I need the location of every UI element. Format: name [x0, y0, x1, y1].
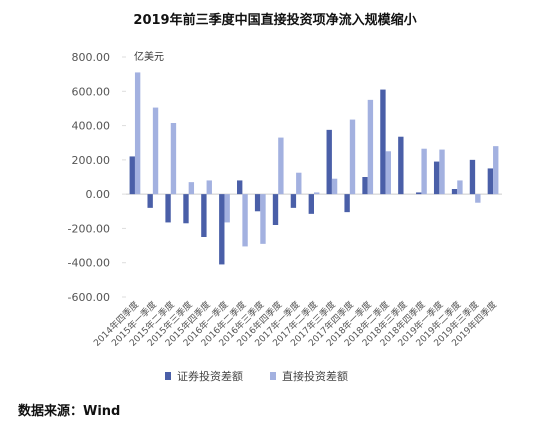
- y-tick-label: 400.00: [72, 120, 111, 133]
- bar: [326, 129, 332, 195]
- bar: [457, 180, 463, 195]
- bar: [416, 192, 422, 195]
- bar: [349, 119, 356, 195]
- bar: [201, 194, 207, 237]
- bar: [331, 178, 338, 195]
- bar: [308, 194, 314, 214]
- chart-title: 2019年前三季度中国直接投资项净流入规模缩小: [133, 12, 416, 28]
- bar: [380, 89, 386, 195]
- bar: [314, 192, 320, 195]
- bar: [237, 180, 243, 195]
- y-tick-label: -200.00: [68, 222, 110, 235]
- bar: [254, 194, 261, 212]
- bar: [451, 189, 458, 195]
- bar: [165, 194, 171, 223]
- bar: [129, 156, 135, 195]
- bar: [493, 146, 499, 195]
- bar: [385, 151, 391, 195]
- bar: [421, 148, 427, 195]
- bar: [398, 136, 404, 195]
- bar: [433, 161, 440, 195]
- bar: [206, 180, 212, 195]
- bar: [188, 182, 195, 195]
- bar: [219, 194, 225, 265]
- bar: [242, 194, 248, 247]
- bar: [278, 137, 284, 195]
- legend-swatch: [165, 372, 171, 380]
- bar: [296, 172, 302, 195]
- bar: [147, 194, 153, 208]
- legend-label: 证券投资差额: [177, 369, 243, 383]
- source: 数据来源：Wind: [18, 403, 120, 419]
- bar: [439, 149, 445, 195]
- y-tick-label: 0.00: [86, 188, 111, 201]
- legend-swatch: [270, 372, 276, 380]
- y-tick-label: 800.00: [72, 51, 111, 64]
- bar: [290, 194, 297, 208]
- bar: [260, 194, 266, 244]
- bar: [224, 194, 230, 223]
- bar: [152, 107, 159, 195]
- y-tick-label: -400.00: [68, 257, 110, 270]
- bar: [134, 72, 141, 195]
- bar: [487, 168, 494, 195]
- bar: [170, 123, 177, 195]
- bar: [469, 159, 476, 195]
- legend-label: 直接投资差额: [282, 369, 348, 383]
- y-tick-label: 200.00: [72, 154, 111, 167]
- y-tick-label: 600.00: [72, 85, 111, 98]
- y-tick-label: -600.00: [68, 291, 110, 304]
- bar: [272, 194, 279, 225]
- bar: [362, 177, 368, 195]
- unit-label: 亿美元: [134, 50, 164, 63]
- bar: [344, 194, 350, 213]
- bar: [183, 194, 189, 224]
- bar: [367, 99, 374, 195]
- bar: [475, 194, 481, 203]
